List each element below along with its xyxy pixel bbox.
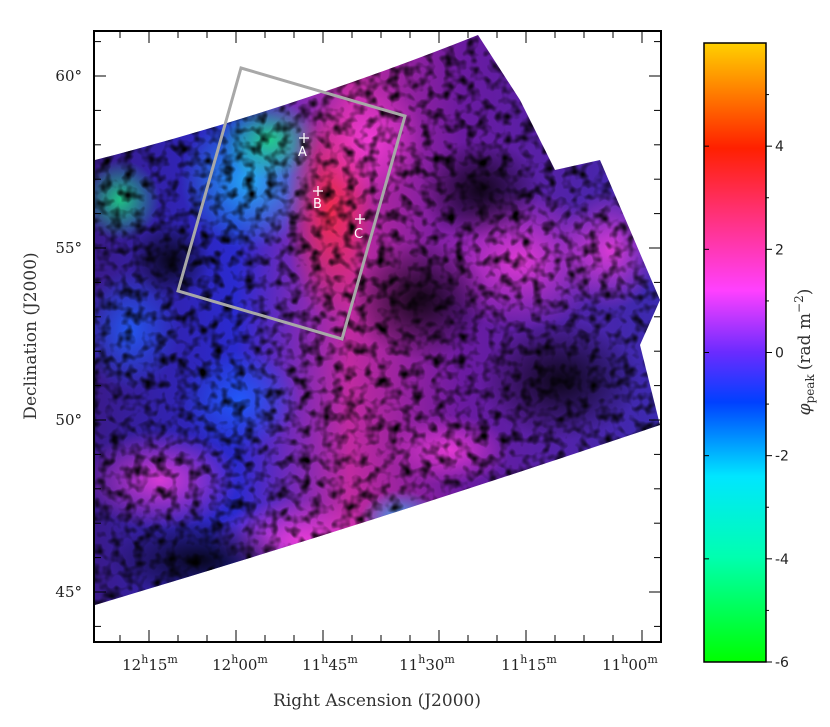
colorbar-title: φpeak (rad m−2) — [792, 289, 817, 416]
y-axis-ticks — [94, 41, 661, 627]
x-tick-label: 12h00m — [212, 653, 268, 674]
region-box-outline — [176, 66, 407, 341]
colorbar-title-symbol: φ — [795, 403, 815, 415]
x-tick-labels: 12h15m 12h00m 11h45m 11h30m 11h15m 11h00m — [122, 653, 658, 674]
marker-c: C — [354, 214, 365, 242]
x-axis-title: Right Ascension (J2000) — [273, 691, 481, 711]
marker-b: B — [313, 186, 323, 212]
colorbar-title-unit: (rad m — [795, 313, 815, 370]
y-axis-title: Declination (J2000) — [21, 252, 41, 419]
colorbar-tick-label: -4 — [775, 552, 789, 568]
colorbar-tick-label: 0 — [775, 346, 784, 362]
y-tick-label: 50° — [55, 411, 82, 429]
colorbar — [703, 42, 767, 663]
y-tick-label: 60° — [55, 67, 82, 85]
colorbar-tick-label: 4 — [775, 139, 784, 155]
x-tick-label: 11h30m — [399, 653, 455, 674]
colorbar-tick-label: -2 — [775, 449, 789, 465]
x-axis-ticks — [119, 31, 643, 642]
marker-c-label: C — [354, 227, 363, 242]
marker-b-label: B — [313, 197, 322, 212]
colorbar-title-close: ) — [795, 289, 815, 296]
x-tick-label: 12h15m — [122, 653, 178, 674]
y-tick-label: 45° — [55, 583, 82, 601]
colorbar-ticks: 4 2 0 -2 -4 -6 — [704, 94, 789, 671]
marker-a: A — [298, 133, 309, 160]
x-tick-label: 11h45m — [302, 653, 358, 674]
colorbar-tick-label: 2 — [775, 242, 784, 258]
x-tick-label: 11h15m — [501, 653, 557, 674]
colorbar-tick-label: -6 — [775, 655, 789, 671]
svg-text:φpeak(rad m−2): φpeak (rad m−2) — [792, 289, 817, 416]
colorbar-title-exponent: −2 — [792, 295, 806, 313]
y-tick-labels: 60° 55° 50° 45° — [55, 67, 82, 601]
marker-a-label: A — [298, 145, 307, 160]
colorbar-title-subscript: peak — [803, 374, 817, 404]
y-tick-label: 55° — [55, 239, 82, 257]
x-tick-label: 11h00m — [602, 653, 658, 674]
